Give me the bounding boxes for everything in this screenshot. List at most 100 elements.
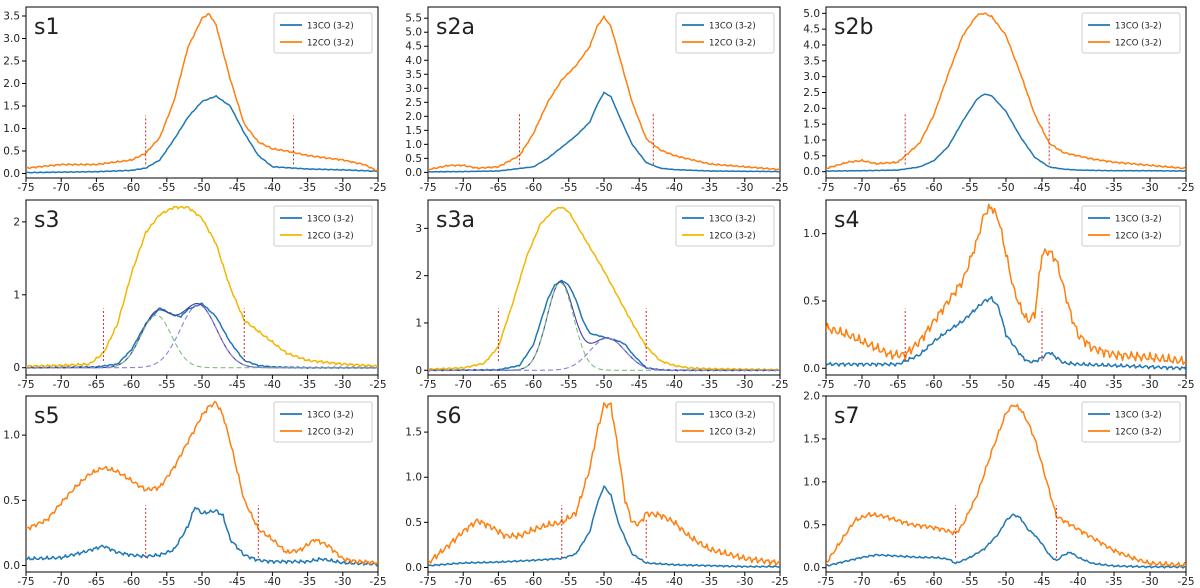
x-tick-label: -65 [88,182,105,194]
y-tick-label: 1.0 [3,123,20,135]
y-tick-label: 3.5 [3,11,20,23]
x-tick-label: -70 [455,576,472,588]
panel-s7: -75 -70 -65 -60 -55 -50 -45 -40 -35 -30 -25 0.0 0.5 1… [803,391,1194,588]
x-tick-label: -50 [595,182,612,194]
series-line-13co [26,94,378,174]
x-tick-label: -30 [736,576,753,588]
x-tick-label: -60 [123,576,140,588]
panel-s2a: -75 -70 -65 -60 -55 -50 -45 -40 -35 -30 -25 0.0 0.5 1… [405,6,789,194]
x-tick-label: -55 [961,379,978,391]
x-tick-label: -45 [631,379,648,391]
x-tick-label: -30 [334,379,351,391]
x-tick-label: -70 [455,379,472,391]
panel-s3: -75 -70 -65 -60 -55 -50 -45 -40 -35 -30 -25 0 1 2 s3 13… [13,199,387,391]
x-tick-label: -60 [123,182,140,194]
series-line-12co [826,403,1186,568]
y-tick-label: 3.5 [405,69,422,81]
legend-label: 12CO (3-2) [307,232,354,242]
legend-box [1081,401,1181,443]
y-tick-label: 1.0 [405,472,422,484]
x-tick-label: -50 [595,576,612,588]
y-tick-label: 4.0 [803,40,820,52]
y-tick-label: 0.5 [405,153,422,165]
x-tick-label: -45 [1033,379,1050,391]
y-tick-label: 1.5 [3,101,20,113]
x-tick-label: -50 [997,576,1014,588]
x-tick-label: -30 [334,576,351,588]
legend-label: 12CO (3-2) [1115,39,1162,49]
y-tick-label: 0.5 [405,517,422,529]
x-tick-label: -65 [88,379,105,391]
x-tick-label: -55 [560,182,577,194]
panel-title: s1 [34,15,59,40]
x-tick-label: -65 [490,576,507,588]
x-tick-label: -40 [666,182,683,194]
panel-title: s6 [436,404,461,429]
x-tick-label: -25 [1177,576,1194,588]
x-tick-label: -45 [229,576,246,588]
legend-label: 13CO (3-2) [1115,411,1162,421]
x-tick-label: -75 [817,379,834,391]
x-tick-label: -35 [1105,182,1122,194]
series-line-12co [428,15,780,171]
x-tick-label: -70 [53,379,70,391]
x-tick-label: -25 [1177,182,1194,194]
y-tick-label: 0.0 [803,363,820,375]
x-tick-label: -50 [595,379,612,391]
series-line-12co [428,206,780,372]
y-tick-label: 3.0 [405,83,422,95]
x-tick-label: -35 [1105,576,1122,588]
legend-label: 13CO (3-2) [709,22,756,32]
legend-box [675,12,775,54]
legend-box [1081,12,1181,54]
x-tick-label: -60 [925,576,942,588]
y-tick-label: 3 [415,223,422,235]
y-tick-label: 1.5 [405,427,422,439]
y-tick-label: 2.0 [803,391,820,403]
x-tick-label: -60 [925,379,942,391]
x-tick-label: -55 [158,379,175,391]
y-tick-label: 1.0 [405,139,422,151]
x-tick-label: -75 [419,379,436,391]
panel-title: s7 [834,404,859,429]
y-tick-label: 2.0 [405,111,422,123]
x-tick-label: -40 [666,576,683,588]
x-tick-label: -50 [193,379,210,391]
x-tick-label: -25 [771,379,788,391]
x-tick-label: -55 [158,576,175,588]
y-tick-label: 1.0 [803,476,820,488]
plot-area [826,12,1186,173]
y-tick-label: 0.5 [803,519,820,531]
panel-title: s2a [436,15,475,40]
x-tick-label: -45 [229,182,246,194]
plot-area [826,403,1186,569]
x-tick-label: -25 [1177,379,1194,391]
x-tick-label: -35 [299,379,316,391]
x-tick-label: -45 [1033,576,1050,588]
x-tick-label: -75 [17,379,34,391]
x-tick-label: -75 [817,182,834,194]
x-tick-label: -25 [369,182,386,194]
series-line-12co [826,12,1186,170]
series-line-fit-4 [26,304,378,369]
x-tick-label: -55 [961,576,978,588]
plot-area [26,12,378,174]
x-tick-label: -75 [817,576,834,588]
y-tick-label: 0.5 [803,295,820,307]
y-tick-label: 4.0 [405,55,422,67]
legend-label: 13CO (3-2) [1115,22,1162,32]
x-tick-label: -35 [299,576,316,588]
x-tick-label: -50 [997,182,1014,194]
legend-label: 13CO (3-2) [307,215,354,225]
x-tick-label: -25 [369,576,386,588]
x-tick-label: -60 [123,379,140,391]
series-line-12co [26,205,378,369]
x-tick-label: -65 [889,182,906,194]
x-tick-label: -25 [771,182,788,194]
y-tick-label: 0 [13,362,20,374]
x-tick-label: -35 [701,379,718,391]
panel-s6: -75 -70 -65 -60 -55 -50 -45 -40 -35 -30 -25 0.0 0.5 1… [405,395,789,588]
x-tick-label: -35 [701,576,718,588]
x-tick-label: -70 [53,576,70,588]
panel-s1: -75 -70 -65 -60 -55 -50 -45 -40 -35 -30 -25 0.0 0.5 1… [3,6,387,194]
